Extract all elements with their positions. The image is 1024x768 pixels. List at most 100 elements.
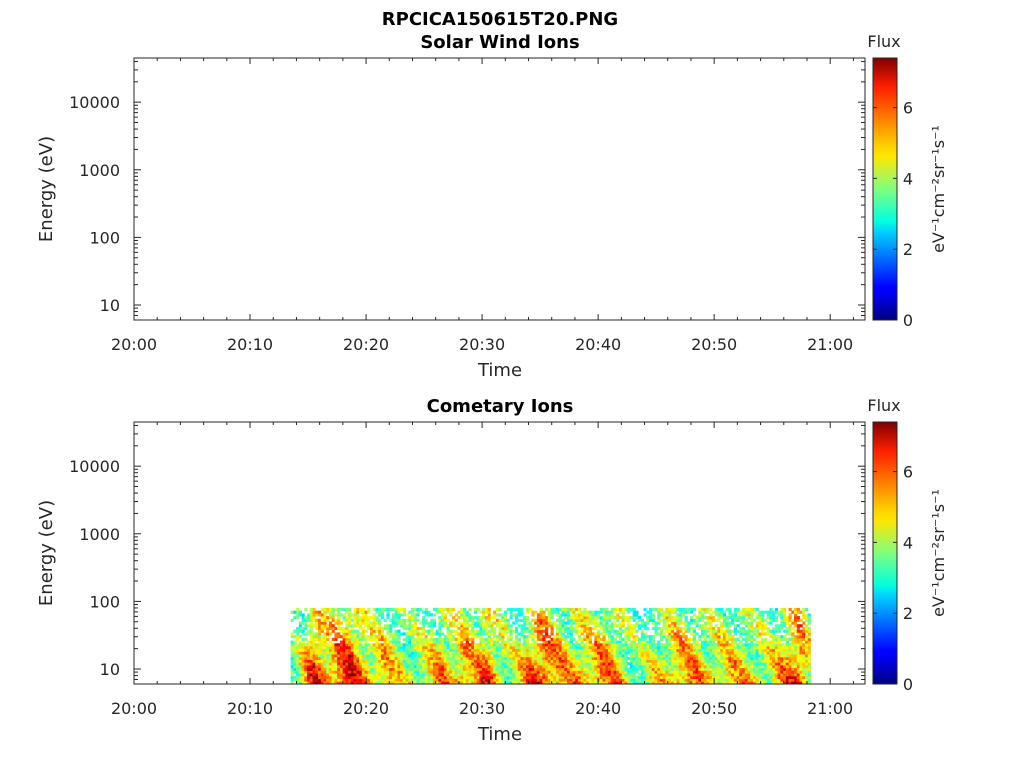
spectrogram-cell — [525, 618, 530, 622]
spectrogram-cell — [304, 624, 308, 628]
spectrogram-cell — [665, 659, 669, 663]
spectrogram-cell — [616, 670, 620, 674]
spectrogram-cell — [514, 667, 519, 671]
spectrogram-cell — [408, 643, 412, 647]
spectrogram-cell — [670, 654, 675, 658]
spectrogram-cell — [701, 635, 705, 639]
spectrogram-cell — [722, 616, 727, 620]
spectrogram-cell — [774, 656, 779, 660]
spectrogram-cell — [438, 667, 442, 671]
spectrogram-cell — [755, 629, 759, 633]
spectrogram-cell — [643, 613, 647, 617]
spectrogram-cell — [432, 607, 437, 612]
spectrogram-cell — [668, 659, 672, 663]
spectrogram-cell — [711, 667, 716, 671]
spectrogram-cell — [788, 659, 792, 663]
spectrogram-cell — [763, 654, 768, 658]
spectrogram-cell — [394, 662, 398, 666]
spectrogram-cell — [714, 632, 718, 636]
spectrogram-cell — [736, 607, 740, 612]
spectrogram-cell — [348, 607, 352, 612]
spectrogram-cell — [435, 667, 439, 671]
spectrogram-cell — [337, 645, 341, 650]
spectrogram-cell — [605, 616, 609, 620]
spectrogram-cell — [676, 673, 680, 677]
spectrogram-cell — [720, 632, 724, 636]
spectrogram-cell — [361, 648, 365, 652]
spectrogram-cell — [539, 648, 543, 652]
spectrogram-cell — [536, 632, 541, 636]
spectrogram-cell — [684, 640, 688, 644]
spectrogram-cell — [309, 662, 313, 666]
spectrogram-cell — [761, 648, 765, 652]
spectrogram-cell — [372, 656, 376, 660]
spectrogram-cell — [495, 643, 499, 647]
spectrogram-cell — [725, 618, 729, 622]
spectrogram-cell — [479, 670, 483, 674]
spectrogram-cell — [498, 681, 502, 684]
spectrogram-cell — [659, 659, 664, 663]
spectrogram-cell — [673, 681, 677, 684]
spectrogram-cell — [618, 637, 623, 641]
spectrogram-cell — [449, 643, 453, 647]
spectrogram-cell — [309, 624, 313, 628]
spectrogram-cell — [703, 681, 707, 684]
spectrogram-cell — [550, 675, 554, 679]
spectrogram-cell — [640, 640, 644, 644]
spectrogram-cell — [670, 610, 675, 614]
spectrogram-cell — [794, 662, 798, 666]
spectrogram-cell — [709, 659, 713, 663]
spectrogram-cell — [438, 640, 442, 644]
spectrogram-cell — [717, 637, 721, 641]
spectrogram-cell — [375, 673, 379, 677]
spectrogram-cell — [632, 645, 636, 650]
spectrogram-cell — [367, 662, 371, 666]
spectrogram-cell — [509, 626, 513, 631]
spectrogram-cell — [665, 626, 669, 631]
spectrogram-cell — [337, 632, 341, 636]
spectrogram-cell — [618, 654, 623, 658]
spectrogram-cell — [493, 645, 497, 650]
spectrogram-cell — [679, 656, 683, 660]
spectrogram-cell — [460, 654, 464, 658]
spectrogram-cell — [353, 675, 357, 679]
spectrogram-cell — [777, 673, 781, 677]
spectrogram-cell — [703, 659, 707, 663]
spectrogram-cell — [706, 618, 710, 622]
spectrogram-cell — [312, 675, 316, 679]
spectrogram-cell — [331, 675, 335, 679]
spectrogram-cell — [629, 654, 634, 658]
spectrogram-cell — [591, 632, 595, 636]
spectrogram-cell — [684, 629, 688, 633]
spectrogram-cell — [296, 651, 300, 655]
spectrogram-cell — [610, 667, 614, 671]
spectrogram-cell — [331, 618, 335, 622]
spectrogram-cell — [676, 626, 680, 631]
spectrogram-cell — [703, 635, 707, 639]
spectrogram-cell — [372, 616, 376, 620]
spectrogram-cell — [802, 667, 806, 671]
spectrogram-cell — [350, 640, 354, 644]
spectrogram-cell — [304, 618, 308, 622]
spectrogram-cell — [638, 616, 642, 620]
spectrogram-cell — [580, 610, 584, 614]
spectrogram-cell — [534, 662, 538, 666]
spectrogram-cell — [394, 640, 398, 644]
spectrogram-cell — [397, 607, 401, 612]
spectrogram-cell — [731, 613, 735, 617]
spectrogram-cell — [687, 656, 691, 660]
spectrogram-cell — [780, 667, 784, 671]
spectrogram-cell — [487, 654, 491, 658]
spectrogram-cell — [501, 629, 505, 633]
spectrogram-cell — [356, 637, 360, 641]
spectrogram-cell — [629, 659, 634, 663]
spectrogram-cell — [536, 678, 541, 682]
spectrogram-cell — [457, 626, 461, 631]
spectrogram-cell — [763, 648, 768, 652]
spectrogram-cell — [602, 643, 606, 647]
spectrogram-cell — [794, 640, 798, 644]
spectrogram-cell — [441, 645, 445, 650]
spectrogram-cell — [504, 664, 508, 669]
spectrogram-cell — [457, 662, 461, 666]
spectrogram-cell — [561, 659, 565, 663]
